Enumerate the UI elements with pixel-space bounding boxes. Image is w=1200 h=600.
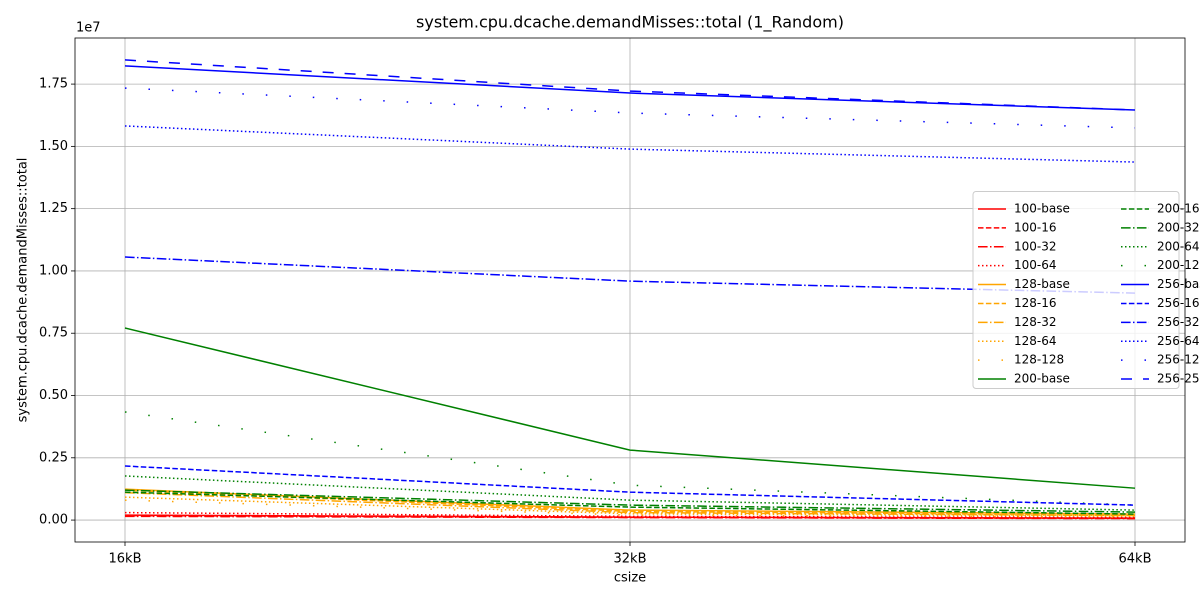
legend-label: 256-base — [1157, 277, 1200, 291]
series-line — [124, 125, 1136, 163]
series-line — [124, 489, 1136, 513]
x-tick-label: 16kB — [109, 552, 142, 567]
legend-label: 128-16 — [1014, 296, 1057, 310]
y-tick-label: 0.75 — [39, 326, 68, 341]
legend-label: 200-base — [1014, 372, 1070, 386]
y-tick-label: 1.00 — [39, 263, 68, 278]
legend-label: 100-64 — [1014, 258, 1057, 272]
legend-label: 256-16 — [1157, 296, 1200, 310]
x-tick-label: 64kB — [1119, 552, 1152, 567]
y-axis-label: system.cpu.dcache.demandMisses::total — [16, 158, 31, 423]
series-line — [124, 515, 1136, 520]
x-axis-label: csize — [614, 571, 646, 586]
legend-label: 200-16 — [1157, 201, 1200, 215]
series-line — [124, 411, 1136, 506]
legend-label: 256-256 — [1157, 372, 1200, 386]
legend-label: 128-128 — [1014, 353, 1064, 367]
legend-label: 256-32 — [1157, 315, 1200, 329]
y-tick-label: 1.50 — [39, 139, 68, 154]
series-line — [124, 327, 1136, 489]
legend-label: 200-64 — [1157, 239, 1200, 253]
series-line — [124, 475, 1136, 511]
legend-label: 100-16 — [1014, 220, 1057, 234]
legend-label: 100-base — [1014, 201, 1070, 215]
series-line — [124, 488, 1136, 515]
legend-label: 200-128 — [1157, 258, 1200, 272]
series-line — [124, 465, 1136, 506]
legend-label: 128-base — [1014, 277, 1070, 291]
y-offset-label: 1e7 — [76, 21, 101, 36]
y-tick-label: 0.50 — [39, 388, 68, 403]
legend-label: 256-128 — [1157, 353, 1200, 367]
legend-label: 200-32 — [1157, 220, 1200, 234]
series-line — [124, 496, 1136, 518]
chart-title: system.cpu.dcache.demandMisses::total (1… — [416, 13, 844, 33]
series-line — [124, 491, 1136, 517]
legend-label: 128-32 — [1014, 315, 1057, 329]
legend-box — [972, 191, 1180, 389]
legend-label: 100-32 — [1014, 239, 1057, 253]
series-line — [124, 511, 1136, 519]
y-tick-label: 1.25 — [39, 201, 68, 216]
y-tick-label: 0.25 — [39, 450, 68, 465]
legend: 100-base 100-16 100-32 100-64 128-base 128-16… — [972, 191, 1200, 389]
y-tick-label: 0.00 — [39, 513, 68, 528]
y-tick-label: 1.75 — [39, 77, 68, 92]
legend-label: 128-64 — [1014, 334, 1057, 348]
series-line — [124, 59, 1136, 111]
series-line — [124, 256, 1136, 294]
legend-label: 256-64 — [1157, 334, 1200, 348]
x-tick-label: 32kB — [614, 552, 647, 567]
plot-frame — [74, 37, 1186, 543]
series-line — [124, 491, 1136, 515]
